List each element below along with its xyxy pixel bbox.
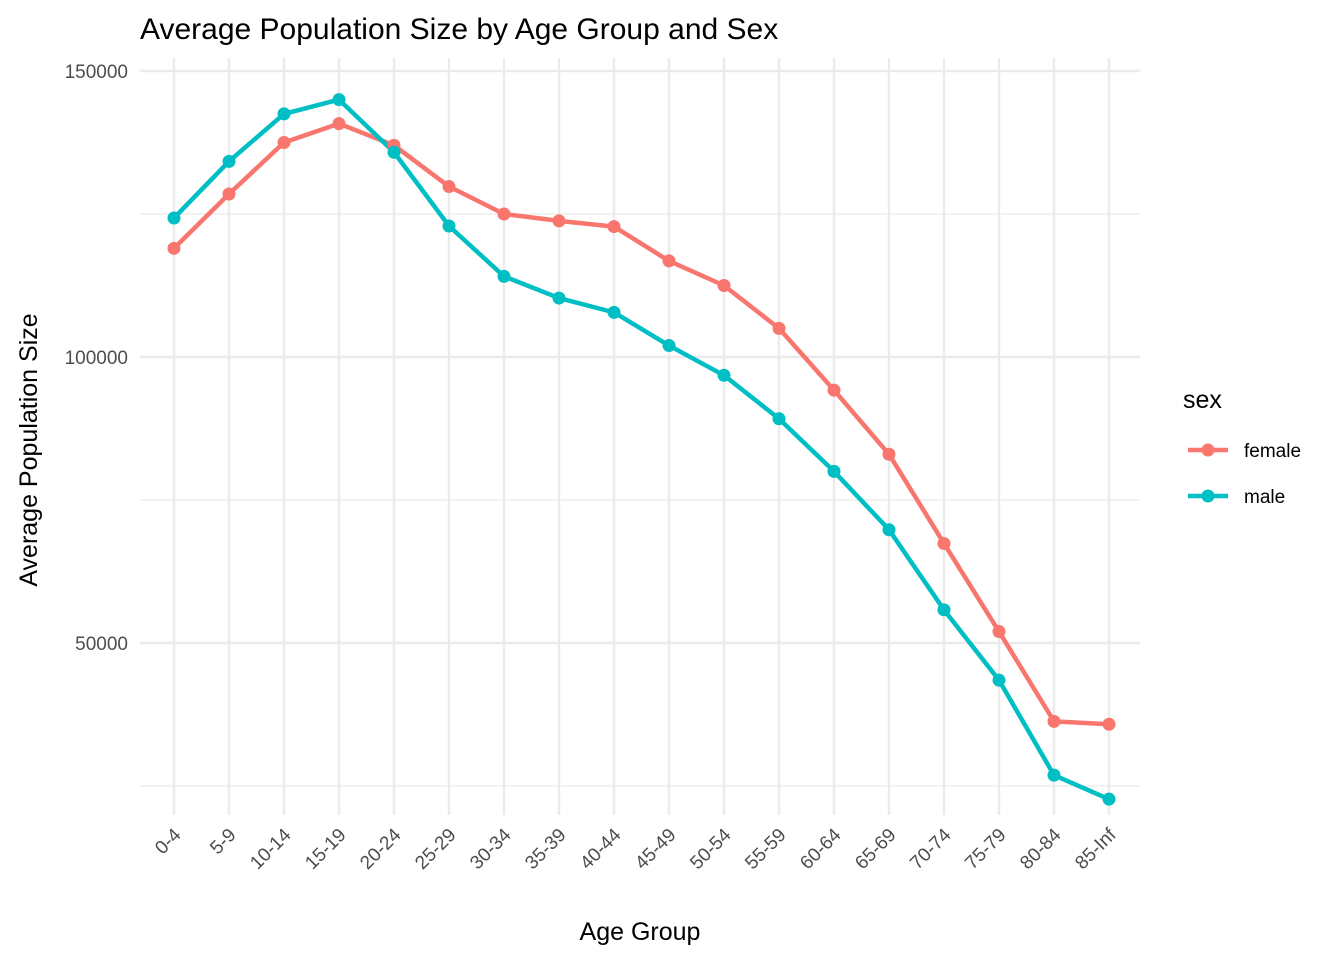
data-point-female — [497, 207, 511, 221]
data-point-female — [552, 214, 566, 228]
data-point-female — [882, 447, 896, 461]
legend-key-point — [1201, 489, 1215, 503]
series-lines — [172, 97, 1110, 802]
data-point-female — [937, 536, 951, 550]
x-tick-label: 75-79 — [961, 825, 1010, 874]
x-tick-label: 65-69 — [851, 825, 900, 874]
x-tick-label: 55-59 — [741, 825, 790, 874]
data-point-male — [167, 211, 181, 225]
data-point-male — [992, 673, 1006, 687]
x-axis-ticks: 0-4 5-9 10-14 15-19 20-24 25-29 30-34 35-39 40-4… — [151, 824, 1121, 874]
x-tick-label: 30-34 — [466, 824, 516, 874]
series-line-male — [172, 97, 1110, 802]
data-point-male — [222, 154, 236, 168]
data-point-female — [277, 136, 291, 149]
x-tick-label: 20-24 — [356, 824, 406, 874]
x-tick-label: 70-74 — [906, 824, 956, 874]
chart-title: Average Population Size by Age Group and… — [140, 13, 778, 46]
y-tick-label: 100000 — [65, 348, 128, 369]
y-tick-label: 150000 — [65, 62, 128, 83]
x-tick-label: 45-49 — [631, 825, 680, 874]
legend-label: male — [1244, 487, 1285, 508]
x-tick-label: 35-39 — [521, 825, 570, 874]
data-point-female — [442, 180, 456, 194]
x-tick-label: 85-Inf — [1071, 824, 1121, 874]
legend-title: sex — [1183, 386, 1222, 414]
data-point-female — [827, 383, 841, 397]
data-point-male — [717, 368, 731, 382]
series-points — [167, 93, 1116, 806]
major-gridlines — [140, 58, 1140, 815]
x-tick-label: 0-4 — [151, 824, 186, 859]
data-point-male — [497, 269, 511, 283]
legend-item-female: female — [1188, 441, 1301, 462]
x-tick-label: 10-14 — [246, 824, 296, 874]
data-point-female — [222, 187, 236, 201]
data-point-male — [332, 93, 346, 107]
legend-key-point — [1201, 443, 1215, 457]
data-point-female — [772, 321, 786, 335]
y-tick-label: 50000 — [75, 634, 128, 655]
x-tick-label: 80-84 — [1016, 824, 1066, 874]
legend: sex female male — [1183, 386, 1301, 508]
y-axis-title: Average Population Size — [15, 313, 43, 586]
data-point-female — [332, 117, 346, 131]
legend-item-male: male — [1188, 487, 1285, 508]
x-axis-title: Age Group — [580, 918, 701, 946]
y-axis-ticks: 50000 100000 150000 — [65, 62, 128, 655]
x-tick-label: 25-29 — [411, 825, 460, 874]
data-point-male — [607, 305, 621, 319]
x-tick-label: 40-44 — [576, 824, 626, 874]
legend-items: female male — [1188, 441, 1301, 508]
data-point-male — [772, 412, 786, 426]
x-tick-label: 60-64 — [796, 824, 846, 874]
data-point-male — [827, 464, 841, 478]
data-point-male — [552, 291, 566, 305]
data-point-male — [277, 107, 291, 121]
data-point-female — [717, 279, 731, 292]
minor-gridlines — [140, 213, 1140, 787]
data-point-male — [662, 339, 676, 353]
x-tick-label: 50-54 — [686, 824, 736, 874]
data-point-male — [387, 145, 401, 159]
data-point-male — [1102, 792, 1116, 806]
data-point-female — [662, 254, 676, 268]
data-point-female — [1047, 714, 1061, 728]
data-point-female — [607, 220, 621, 234]
data-point-male — [882, 523, 896, 537]
series-line-female — [172, 121, 1110, 727]
x-tick-label: 15-19 — [301, 825, 350, 874]
x-tick-label: 5-9 — [206, 825, 240, 859]
legend-label: female — [1244, 441, 1301, 462]
data-point-female — [1102, 717, 1116, 731]
data-point-male — [442, 219, 456, 233]
data-point-male — [937, 603, 951, 617]
data-point-female — [992, 625, 1006, 639]
data-point-male — [1047, 768, 1061, 782]
data-point-female — [167, 241, 181, 255]
